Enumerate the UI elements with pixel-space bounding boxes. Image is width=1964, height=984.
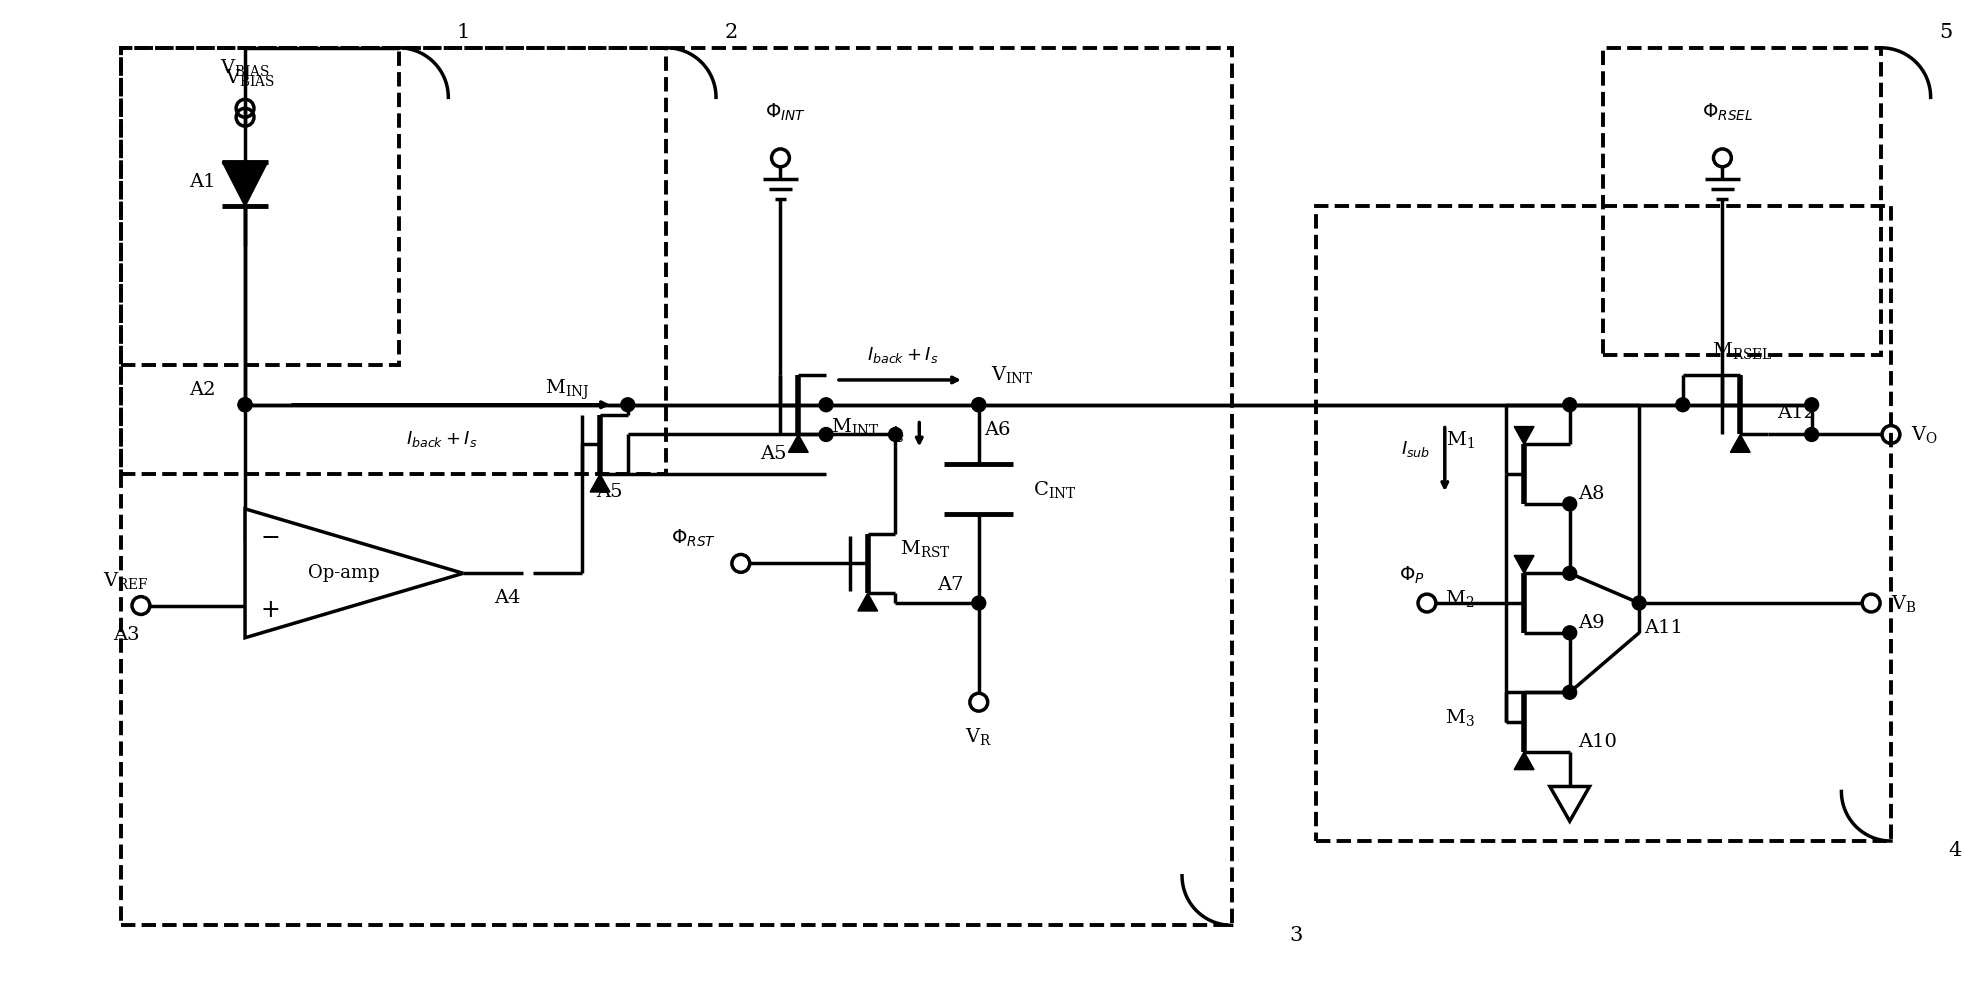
Text: $\mathregular{C_{INT}}$: $\mathregular{C_{INT}}$ xyxy=(1033,478,1076,500)
Circle shape xyxy=(819,398,833,411)
Text: $\Phi_{INT}$: $\Phi_{INT}$ xyxy=(764,101,805,123)
Text: $\mathregular{M_{RSEL}}$: $\mathregular{M_{RSEL}}$ xyxy=(1713,339,1772,361)
Bar xyxy=(1603,48,1882,355)
Bar xyxy=(122,48,399,365)
Circle shape xyxy=(1805,428,1819,442)
Polygon shape xyxy=(1514,555,1534,574)
Text: $\mathregular{V_{BIAS}}$: $\mathregular{V_{BIAS}}$ xyxy=(226,67,275,88)
Polygon shape xyxy=(222,161,267,207)
Text: $I_{sub}$: $I_{sub}$ xyxy=(1400,440,1430,460)
Text: A6: A6 xyxy=(984,420,1009,439)
Text: Op-amp: Op-amp xyxy=(308,564,379,583)
Circle shape xyxy=(972,596,986,610)
Circle shape xyxy=(1563,398,1577,411)
Text: A5: A5 xyxy=(760,446,786,463)
Text: $\mathregular{M_{RST}}$: $\mathregular{M_{RST}}$ xyxy=(900,538,951,559)
Text: A11: A11 xyxy=(1644,619,1683,637)
Text: 5: 5 xyxy=(1938,24,1952,42)
Polygon shape xyxy=(858,593,878,611)
Text: $\mathregular{V_R}$: $\mathregular{V_R}$ xyxy=(964,726,992,748)
Circle shape xyxy=(1563,567,1577,581)
Circle shape xyxy=(972,398,986,411)
Text: $\mathregular{V_{REF}}$: $\mathregular{V_{REF}}$ xyxy=(104,571,149,591)
Text: $\mathregular{M_1}$: $\mathregular{M_1}$ xyxy=(1446,429,1475,450)
Polygon shape xyxy=(1514,752,1534,769)
Bar xyxy=(122,48,666,474)
Text: $\mathregular{V_{BIAS}}$: $\mathregular{V_{BIAS}}$ xyxy=(220,57,271,78)
Text: $\mathregular{V_O}$: $\mathregular{V_O}$ xyxy=(1911,424,1938,445)
Circle shape xyxy=(1563,626,1577,640)
Text: $\Phi_{RST}$: $\Phi_{RST}$ xyxy=(672,528,717,549)
Circle shape xyxy=(1563,497,1577,511)
Text: A4: A4 xyxy=(495,589,520,607)
Text: A9: A9 xyxy=(1577,614,1605,632)
Circle shape xyxy=(972,398,986,411)
Text: $\mathregular{M_{INT}}$: $\mathregular{M_{INT}}$ xyxy=(831,416,880,437)
Circle shape xyxy=(238,398,251,411)
Text: A8: A8 xyxy=(1577,485,1605,503)
Text: A10: A10 xyxy=(1577,733,1616,751)
Text: $\Phi_P$: $\Phi_P$ xyxy=(1398,565,1426,585)
Circle shape xyxy=(1563,685,1577,700)
Text: $\mathregular{M_{INJ}}$: $\mathregular{M_{INJ}}$ xyxy=(546,378,589,402)
Bar xyxy=(1316,207,1891,841)
Circle shape xyxy=(1805,398,1819,411)
Text: A1: A1 xyxy=(189,172,216,191)
Polygon shape xyxy=(589,474,611,492)
Text: 2: 2 xyxy=(725,24,738,42)
Circle shape xyxy=(1675,398,1689,411)
Text: $\Phi_{RSEL}$: $\Phi_{RSEL}$ xyxy=(1703,101,1754,123)
Text: $-$: $-$ xyxy=(259,524,279,548)
Text: A12: A12 xyxy=(1777,403,1817,422)
Text: A2: A2 xyxy=(189,381,216,399)
Polygon shape xyxy=(1514,426,1534,445)
Circle shape xyxy=(819,428,833,442)
Text: $\mathregular{M_3}$: $\mathregular{M_3}$ xyxy=(1446,707,1475,727)
Circle shape xyxy=(888,428,901,442)
Text: $I_s$: $I_s$ xyxy=(892,424,903,445)
Polygon shape xyxy=(246,509,464,638)
Bar xyxy=(122,48,1231,925)
Text: $\mathregular{M_2}$: $\mathregular{M_2}$ xyxy=(1446,587,1475,608)
Text: A5: A5 xyxy=(597,483,623,501)
Text: $I_{back}+I_s$: $I_{back}+I_s$ xyxy=(866,345,939,365)
Circle shape xyxy=(1632,596,1646,610)
Polygon shape xyxy=(788,435,809,453)
Text: $\mathregular{V_{INT}}$: $\mathregular{V_{INT}}$ xyxy=(990,364,1033,386)
Text: A3: A3 xyxy=(112,626,139,645)
Circle shape xyxy=(238,398,251,411)
Text: 1: 1 xyxy=(456,24,469,42)
Text: 4: 4 xyxy=(1948,841,1962,860)
Text: $I_{back}+I_s$: $I_{back}+I_s$ xyxy=(407,429,477,450)
Polygon shape xyxy=(1730,435,1750,453)
Circle shape xyxy=(621,398,634,411)
Text: $+$: $+$ xyxy=(259,599,279,622)
Text: 3: 3 xyxy=(1290,926,1302,945)
Text: $\mathregular{V_B}$: $\mathregular{V_B}$ xyxy=(1891,592,1917,614)
Text: A7: A7 xyxy=(937,577,964,594)
